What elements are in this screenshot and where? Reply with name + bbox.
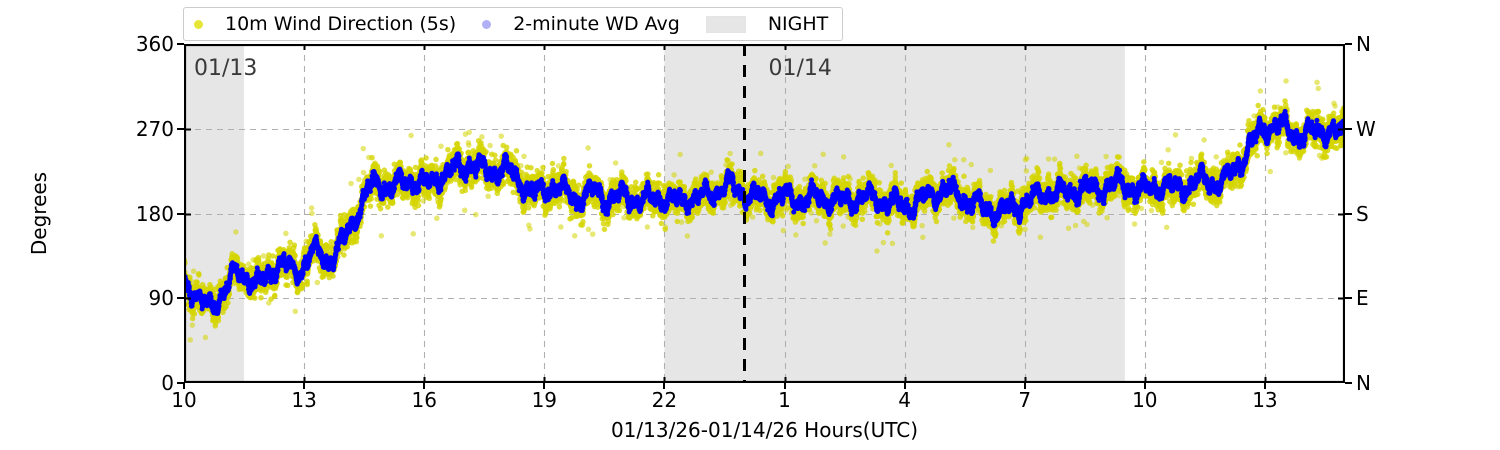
axis-tick-mark (1264, 383, 1266, 389)
axis-tick-mark (1024, 383, 1026, 389)
legend-entry-10m-wind-direction: 10m Wind Direction (5s) (194, 8, 456, 40)
y-axis-title: Degrees (27, 171, 51, 256)
y-axis-tick-label: 180 (135, 201, 174, 226)
x-axis-tick-label: 13 (291, 388, 317, 412)
y-axis-tick-label: 90 (148, 286, 174, 311)
legend-patch-night-shading-icon (705, 15, 746, 33)
axis-tick-mark (177, 128, 184, 130)
axis-tick-mark (1144, 383, 1146, 389)
x-axis-tick-label: 10 (171, 388, 197, 412)
x-axis-tick-label: 10 (1132, 388, 1158, 412)
y-axis-tick-label: 270 (135, 116, 174, 141)
axis-tick-mark (904, 383, 906, 389)
x-axis-tick-label: 7 (1018, 388, 1032, 412)
axis-tick-mark (784, 383, 786, 389)
axis-tick-mark (1345, 213, 1352, 215)
y-axis-compass-tick-label: N (1356, 32, 1371, 56)
legend-label-night: NIGHT (767, 13, 829, 35)
legend-marker-yellow-circle-icon (194, 19, 203, 29)
axis-tick-mark (177, 43, 184, 45)
x-axis-tick-label: 13 (1252, 388, 1278, 412)
axis-tick-mark (663, 383, 665, 389)
axis-tick-mark (177, 382, 184, 384)
y-axis-compass-tick-label: W (1356, 116, 1376, 141)
axis-tick-mark (543, 383, 545, 389)
date-label-0113: 01/13 (194, 56, 258, 82)
legend-marker-blue-circle-icon (482, 19, 492, 29)
legend-label-2-minute-wd-avg: 2-minute WD Avg (513, 13, 680, 35)
x-axis-title: 01/13/26-01/14/26 Hours(UTC) (610, 418, 919, 442)
axis-tick-mark (1345, 43, 1352, 45)
y-axis-tick-label: 0 (161, 371, 174, 395)
axis-tick-mark (1345, 382, 1352, 384)
x-axis-tick-label: 1 (778, 388, 791, 412)
x-axis-tick-label: 22 (651, 388, 678, 412)
y-axis-tick-labels-left: 0 90 180 270 360 (100, 0, 174, 450)
axis-tick-mark (177, 213, 184, 215)
axis-tick-mark (1345, 128, 1352, 130)
x-axis-tick-label: 4 (898, 388, 911, 412)
axis-tick-mark (183, 383, 185, 389)
x-axis-tick-label: 16 (411, 388, 437, 412)
axis-tick-mark (423, 383, 425, 389)
x-axis-tick-label: 19 (531, 388, 558, 412)
y-axis-compass-tick-label: S (1356, 201, 1369, 226)
y-axis-tick-labels-right: N E S W N (1356, 0, 1396, 450)
axis-tick-mark (303, 383, 305, 389)
axis-tick-mark (177, 297, 184, 299)
y-axis-compass-tick-label: N (1356, 371, 1371, 395)
axis-tick-mark (1345, 297, 1352, 299)
y-axis-tick-label: 360 (135, 32, 174, 56)
legend-label-10m-wind-direction: 10m Wind Direction (5s) (225, 13, 457, 35)
chart-legend: 10m Wind Direction (5s) 2-minute WD Avg … (183, 7, 844, 41)
legend-entry-night: NIGHT (705, 8, 829, 40)
y-axis-compass-tick-label: E (1356, 286, 1369, 311)
date-label-0114: 01/14 (768, 56, 832, 82)
wind-direction-scatter-plot (184, 44, 1345, 383)
legend-entry-2-minute-wd-avg: 2-minute WD Avg (482, 8, 680, 40)
